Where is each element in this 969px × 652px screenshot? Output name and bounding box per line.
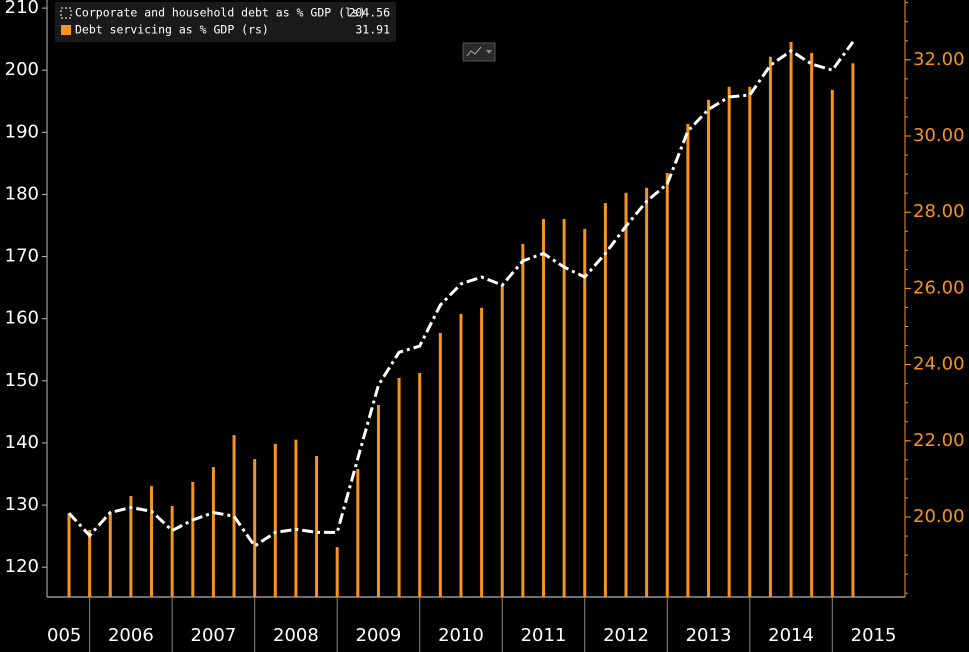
legend-box [55,2,396,42]
bar [211,467,215,597]
bar [665,172,669,597]
y-tick-label: 140 [5,432,39,453]
y-tick-label: 160 [5,308,39,329]
legend-label: Corporate and household debt as % GDP (l… [75,6,366,20]
bar [356,468,360,597]
y2-tick-label: 24.00 [913,354,965,375]
icon-box[interactable] [462,42,496,62]
bar [541,219,545,597]
icon-arrow [486,50,492,54]
legend-label: Debt servicing as % GDP (rs) [75,23,269,37]
y2-tick-label: 22.00 [913,430,965,451]
y-tick-label: 120 [5,556,39,577]
bar [645,187,649,597]
bar [335,547,339,597]
x-tick-label: 2007 [191,625,237,646]
legend-swatch [60,7,72,19]
x-tick-label: 2015 [851,625,897,646]
legend: Corporate and household debt as % GDP (l… [55,2,396,42]
bar [562,219,566,597]
bar [418,372,422,597]
bar [603,203,607,597]
bar [273,443,277,597]
bar [768,56,772,598]
x-tick-label: 2014 [768,625,814,646]
bar [480,307,484,597]
x-tick-label: 2011 [521,625,567,646]
legend-value: 31.91 [355,23,390,37]
bar [129,496,133,597]
bar [294,439,298,597]
bar [376,404,380,597]
x-tick-label: 2012 [603,625,649,646]
bar [397,377,401,597]
x-tick-label: 2008 [273,625,319,646]
bar [624,192,628,597]
bar [253,459,257,597]
bar [232,435,236,597]
x-tick-label: 2006 [108,625,154,646]
icon-line [466,46,482,57]
x-tick-label: 2013 [686,625,732,646]
bar [727,86,731,597]
y2-tick-label: 26.00 [913,277,965,298]
y2-tick-label: 32.00 [913,49,965,70]
bar [810,52,814,597]
bar [707,99,711,598]
bar [438,332,442,597]
bar [150,486,154,597]
bar [459,313,463,597]
bar [67,513,71,597]
y-tick-label: 170 [5,246,39,267]
x-tick-label: 2010 [438,625,484,646]
bar [500,284,504,597]
bar [789,41,793,598]
bar [170,505,174,597]
bar [748,86,752,597]
bar [830,89,834,598]
x-tick-label: 2009 [356,625,402,646]
y-tick-label: 190 [5,121,39,142]
chart-type-icon[interactable] [462,42,496,62]
y-tick-label: 180 [5,183,39,204]
bar [88,529,92,597]
y-tick-label: 210 [5,0,39,18]
line-series [67,40,855,549]
legend-swatch [61,25,71,35]
bar [583,228,587,597]
bar [191,481,195,597]
x-tick-label: 005 [47,625,81,646]
y2-tick-label: 30.00 [913,125,965,146]
y2-tick-label: 28.00 [913,201,965,222]
legend-value: 204.56 [348,6,390,20]
bar [851,63,855,597]
y-tick-label: 150 [5,370,39,391]
y-tick-label: 200 [5,59,39,80]
y-tick-label: 130 [5,494,39,515]
bar [521,243,525,597]
bar [686,123,690,597]
bar [315,456,319,597]
bar [108,512,112,597]
y2-tick-label: 20.00 [913,506,965,527]
